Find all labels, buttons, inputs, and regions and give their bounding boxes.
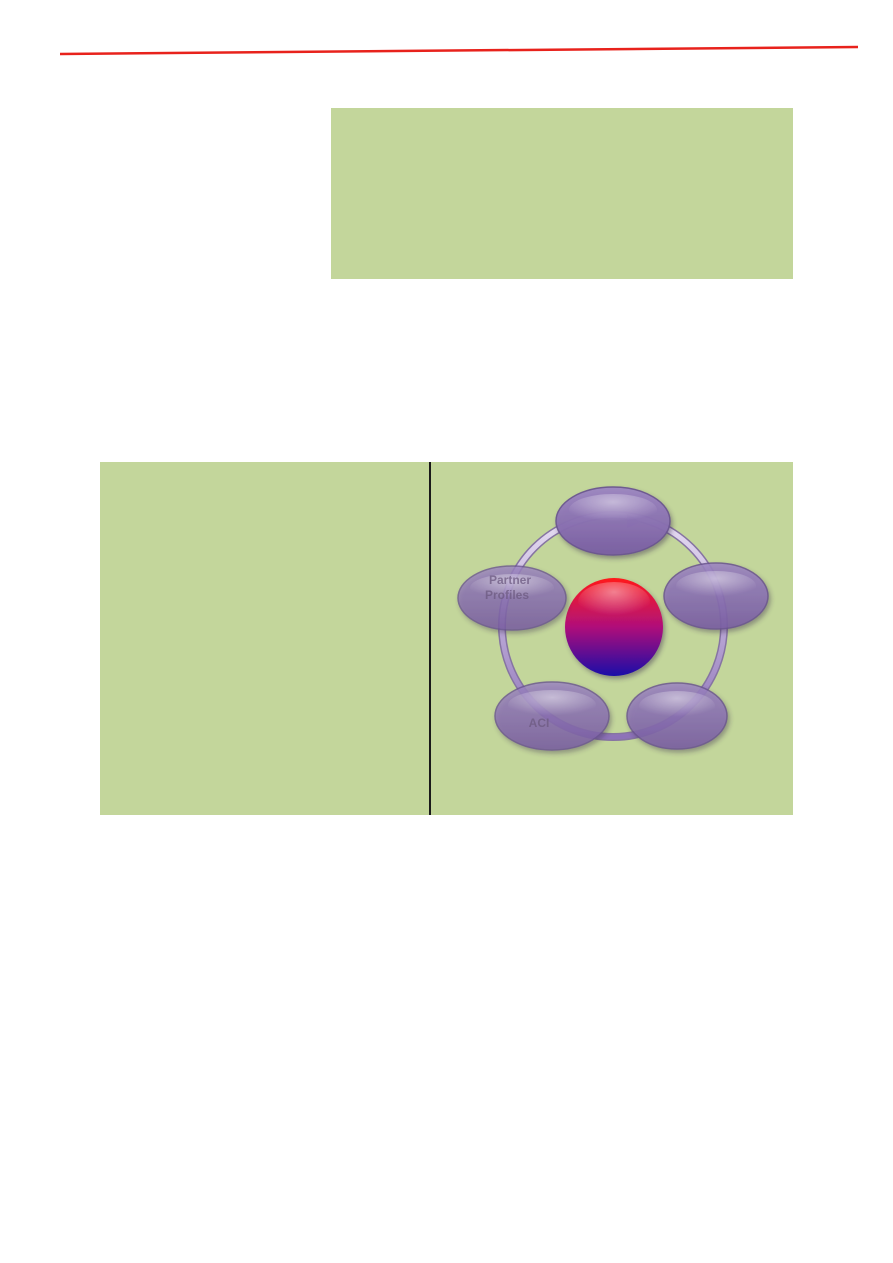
panel-right-column: ACI Partner Profiles [431, 462, 793, 815]
panel-left-column [100, 462, 429, 815]
node-bottom-right [626, 682, 728, 750]
top-text-box [331, 108, 793, 279]
node-left-label-2: Profiles [485, 588, 529, 602]
node-left [457, 565, 567, 631]
node-bottom-left [494, 681, 610, 751]
node-top [555, 486, 671, 556]
node-right [663, 562, 769, 630]
cycle-diagram: ACI Partner Profiles [457, 486, 769, 751]
center-sphere [565, 578, 663, 676]
column-divider [429, 462, 431, 815]
content-panel: ACI Partner Profiles [100, 462, 793, 815]
header-rule [59, 45, 859, 56]
node-left-label-1: Partner [489, 573, 531, 587]
node-bottom-left-label-2: ACI [529, 716, 550, 730]
